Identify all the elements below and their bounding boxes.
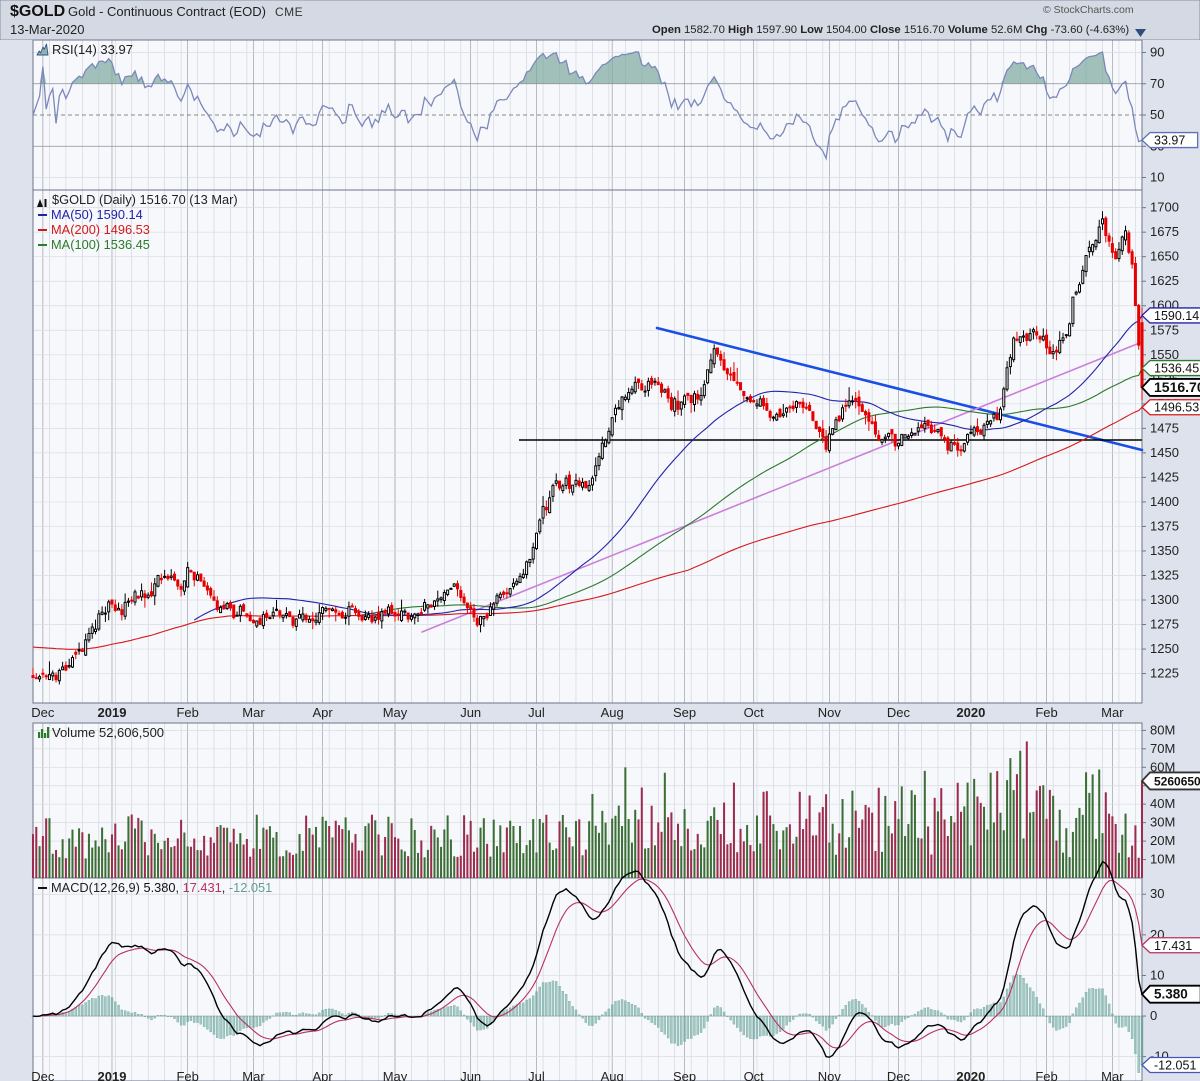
svg-text:Jul: Jul (528, 705, 545, 720)
svg-text:Mar: Mar (1101, 1069, 1124, 1081)
svg-text:33.97: 33.97 (1154, 134, 1185, 148)
svg-text:Feb: Feb (1035, 1069, 1057, 1081)
svg-text:2019: 2019 (98, 705, 127, 720)
svg-text:$GOLD: $GOLD (10, 3, 65, 20)
svg-text:MA(100) 1536.45: MA(100) 1536.45 (51, 237, 150, 252)
svg-text:Open 1582.70 High 1597.90 Low: Open 1582.70 High 1597.90 Low 1504.00 Cl… (652, 24, 1129, 36)
svg-text:50: 50 (1150, 107, 1164, 122)
svg-text:Dec: Dec (31, 705, 55, 720)
svg-text:1550: 1550 (1150, 347, 1179, 362)
svg-text:RSI(14) 33.97: RSI(14) 33.97 (52, 42, 133, 57)
svg-text:30M: 30M (1150, 815, 1175, 830)
svg-text:Aug: Aug (601, 1069, 624, 1081)
svg-text:-12.051: -12.051 (1154, 1058, 1196, 1072)
svg-text:1625: 1625 (1150, 273, 1179, 288)
svg-text:1575: 1575 (1150, 322, 1179, 337)
svg-text:1590.14: 1590.14 (1154, 309, 1199, 323)
svg-text:10M: 10M (1150, 852, 1175, 867)
svg-text:Apr: Apr (312, 705, 333, 720)
svg-text:Feb: Feb (176, 705, 198, 720)
svg-text:1275: 1275 (1150, 617, 1179, 632)
svg-text:1650: 1650 (1150, 249, 1179, 264)
svg-text:Volume 52,606,500: Volume 52,606,500 (52, 725, 164, 740)
svg-text:Apr: Apr (312, 1069, 333, 1081)
svg-text:1300: 1300 (1150, 592, 1179, 607)
svg-text:Dec: Dec (887, 1069, 911, 1081)
svg-text:Nov: Nov (818, 1069, 842, 1081)
svg-text:70: 70 (1150, 76, 1164, 91)
svg-text:Jun: Jun (460, 1069, 481, 1081)
svg-text:40M: 40M (1150, 796, 1175, 811)
svg-text:0: 0 (1150, 1008, 1157, 1023)
svg-text:Oct: Oct (744, 705, 765, 720)
svg-text:© StockCharts.com: © StockCharts.com (1043, 4, 1134, 16)
svg-text:Mar: Mar (242, 705, 265, 720)
svg-text:1700: 1700 (1150, 200, 1179, 215)
svg-text:1425: 1425 (1150, 469, 1179, 484)
svg-text:Jun: Jun (460, 705, 481, 720)
svg-text:1250: 1250 (1150, 641, 1179, 656)
svg-text:Dec: Dec (887, 705, 911, 720)
svg-text:1325: 1325 (1150, 567, 1179, 582)
svg-text:Mar: Mar (242, 1069, 265, 1081)
svg-text:CME: CME (275, 5, 303, 19)
svg-text:2020: 2020 (956, 705, 985, 720)
svg-text:May: May (383, 1069, 408, 1081)
svg-text:1475: 1475 (1150, 420, 1179, 435)
svg-text:1675: 1675 (1150, 224, 1179, 239)
svg-text:Sep: Sep (673, 1069, 696, 1081)
svg-text:2019: 2019 (98, 1069, 127, 1081)
svg-text:MA(50) 1590.14: MA(50) 1590.14 (51, 207, 143, 222)
svg-text:Feb: Feb (176, 1069, 198, 1081)
svg-text:5.380: 5.380 (1154, 987, 1188, 1002)
svg-text:$GOLD (Daily) 1516.70 (13 Mar): $GOLD (Daily) 1516.70 (13 Mar) (52, 192, 238, 207)
svg-text:Jul: Jul (528, 1069, 545, 1081)
svg-text:10: 10 (1150, 170, 1164, 185)
svg-text:Dec: Dec (31, 1069, 55, 1081)
svg-text:Aug: Aug (601, 705, 624, 720)
svg-text:1225: 1225 (1150, 666, 1179, 681)
svg-text:Sep: Sep (673, 705, 696, 720)
svg-text:1450: 1450 (1150, 445, 1179, 460)
svg-text:1496.53: 1496.53 (1154, 401, 1199, 415)
svg-text:MA(200) 1496.53: MA(200) 1496.53 (51, 222, 150, 237)
svg-text:MACD(12,26,9) 5.380, 17.431, -: MACD(12,26,9) 5.380, 17.431, -12.051 (51, 880, 272, 895)
svg-text:30: 30 (1150, 886, 1164, 901)
svg-text:10: 10 (1150, 967, 1164, 982)
svg-text:1350: 1350 (1150, 543, 1179, 558)
svg-text:52606500: 52606500 (1154, 774, 1200, 788)
svg-text:70M: 70M (1150, 741, 1175, 756)
svg-text:13-Mar-2020: 13-Mar-2020 (10, 22, 84, 37)
svg-text:Feb: Feb (1035, 705, 1057, 720)
svg-text:80M: 80M (1150, 722, 1175, 737)
svg-text:Mar: Mar (1101, 705, 1124, 720)
svg-text:1536.45: 1536.45 (1154, 362, 1199, 376)
svg-text:20M: 20M (1150, 833, 1175, 848)
svg-text:2020: 2020 (956, 1069, 985, 1081)
svg-text:1400: 1400 (1150, 494, 1179, 509)
svg-text:90: 90 (1150, 45, 1164, 60)
svg-text:Nov: Nov (818, 705, 842, 720)
svg-text:Oct: Oct (744, 1069, 765, 1081)
svg-text:17.431: 17.431 (1154, 939, 1192, 953)
svg-text:1375: 1375 (1150, 518, 1179, 533)
svg-text:1516.70: 1516.70 (1154, 379, 1200, 395)
svg-text:Gold - Continuous Contract (EO: Gold - Continuous Contract (EOD) (68, 4, 266, 19)
svg-text:May: May (383, 705, 408, 720)
